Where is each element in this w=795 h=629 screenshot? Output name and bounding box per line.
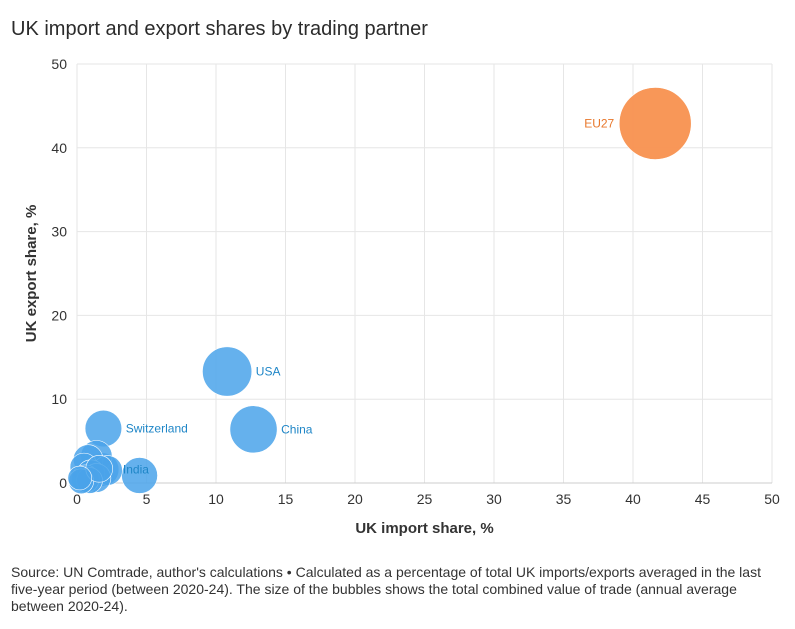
y-tick-label: 0 — [59, 475, 67, 491]
bubble-labels: EU27 USA China Switzerland India — [123, 116, 615, 476]
partner-bubble — [67, 465, 93, 491]
eu27-bubble — [618, 87, 692, 160]
source-note: Source: UN Comtrade, author's calculatio… — [11, 564, 761, 614]
x-tick-label: 10 — [208, 491, 224, 507]
usa-label: USA — [256, 365, 281, 379]
switzerland-label: Switzerland — [126, 422, 188, 436]
bubbles — [67, 87, 692, 495]
x-tick-label: 0 — [73, 491, 81, 507]
y-tick-label: 10 — [51, 391, 67, 407]
x-tick-label: 50 — [764, 491, 780, 507]
x-tick-label: 20 — [347, 491, 363, 507]
y-tick-label: 50 — [51, 56, 67, 72]
india-label: India — [123, 463, 149, 477]
x-tick-label: 40 — [625, 491, 641, 507]
y-axis-title: UK export share, % — [23, 205, 40, 343]
y-tick-label: 40 — [51, 140, 67, 156]
x-tick-label: 5 — [143, 491, 151, 507]
chart-title: UK import and export shares by trading p… — [11, 18, 428, 40]
x-tick-label: 45 — [695, 491, 711, 507]
usa-bubble — [202, 346, 253, 397]
y-axis-ticks: 0 10 20 30 40 50 — [51, 56, 67, 491]
x-tick-label: 25 — [417, 491, 433, 507]
y-tick-label: 30 — [51, 224, 67, 240]
china-bubble — [229, 405, 278, 454]
x-tick-label: 35 — [556, 491, 572, 507]
x-tick-label: 30 — [486, 491, 502, 507]
scatter-chart: 0 5 10 15 20 25 30 35 40 45 50 0 10 20 30 40 50 EU27 USA… — [23, 56, 780, 537]
eu27-label: EU27 — [584, 116, 614, 130]
x-axis-title: UK import share, % — [355, 520, 493, 537]
china-label: China — [281, 422, 313, 436]
y-tick-label: 20 — [51, 307, 67, 323]
x-axis-ticks: 0 5 10 15 20 25 30 35 40 45 50 — [73, 491, 780, 507]
x-tick-label: 15 — [278, 491, 294, 507]
